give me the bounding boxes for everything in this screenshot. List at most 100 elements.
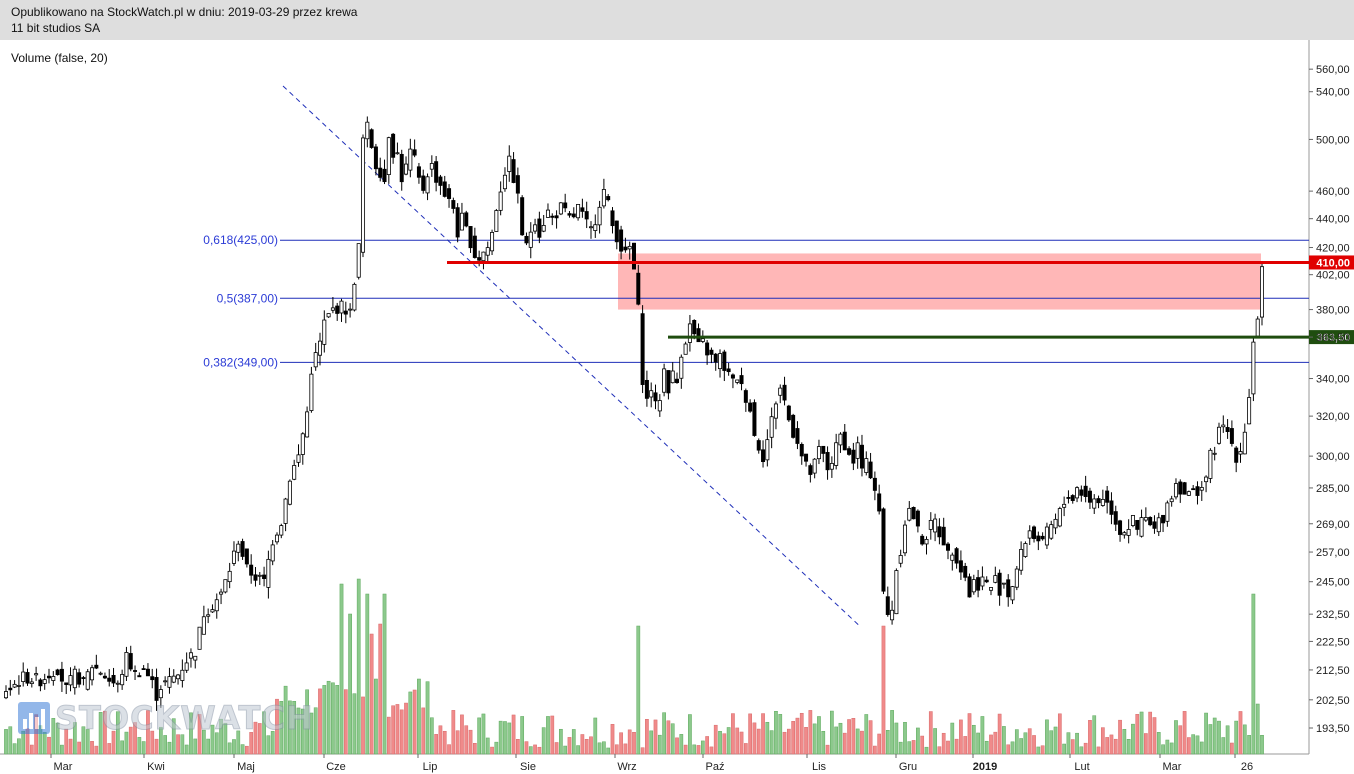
volume-bar: [683, 744, 688, 755]
candle-body: [748, 402, 753, 412]
volume-bar: [1053, 726, 1058, 755]
time-tick-label: Maj: [237, 761, 255, 773]
volume-bar: [481, 713, 486, 755]
volume-bar: [1083, 742, 1088, 755]
candle-body: [623, 246, 628, 251]
bar-chart-icon: [18, 702, 50, 734]
candle-body: [1148, 517, 1153, 526]
candle-body: [85, 671, 90, 690]
volume-bar: [498, 720, 503, 755]
volume-bar: [696, 745, 701, 755]
volume-bar: [180, 734, 185, 755]
candle-body: [335, 305, 340, 314]
volume-bar: [692, 744, 697, 755]
candle-body: [675, 378, 680, 384]
price-tick-label: 212,50: [1316, 665, 1350, 677]
volume-bar: [249, 732, 254, 755]
candle-body: [214, 599, 219, 612]
volume-bar: [1148, 711, 1153, 755]
volume-bar: [339, 583, 344, 755]
volume-bar: [1195, 735, 1200, 755]
volume-bar: [1019, 738, 1023, 755]
candle-body: [141, 668, 146, 671]
candle-body: [1006, 579, 1011, 598]
volume-bar: [399, 709, 404, 755]
volume-bar: [386, 716, 391, 755]
volume-bar: [313, 707, 318, 755]
volume-bar: [1032, 735, 1036, 755]
volume-bar: [1187, 737, 1191, 755]
candle-body: [606, 196, 611, 201]
volume-bar: [1118, 719, 1122, 755]
volume-bar: [524, 741, 529, 755]
candle-body: [1044, 526, 1049, 546]
candle-body: [541, 225, 546, 232]
volume-bar: [950, 722, 955, 755]
candle-body: [679, 356, 684, 379]
candle-body: [700, 338, 705, 342]
volume-bar: [343, 689, 348, 755]
volume-bar: [210, 724, 215, 755]
candle-body: [1216, 426, 1221, 444]
volume-bar: [1075, 732, 1079, 755]
volume-bar: [202, 729, 206, 755]
volume-bar: [1109, 734, 1114, 755]
candle-body: [571, 213, 576, 218]
volume-bar: [288, 700, 292, 755]
candle-body: [558, 202, 563, 215]
volume-bar: [1255, 703, 1260, 755]
candle-body: [274, 534, 279, 543]
candle-body: [1040, 535, 1045, 540]
volume-bar: [666, 720, 671, 755]
volume-bar: [1221, 737, 1226, 755]
candle-body: [855, 442, 860, 459]
volume-bar: [296, 707, 301, 755]
candle-body: [1169, 498, 1174, 503]
volume-bar: [262, 711, 266, 755]
volume-bar: [447, 744, 451, 755]
candle-body: [859, 444, 864, 469]
volume-bar: [851, 718, 856, 755]
volume-bar: [197, 714, 202, 755]
volume-bar: [533, 744, 537, 755]
candle-body: [421, 175, 426, 191]
time-tick-label: 2019: [973, 761, 997, 773]
volume-bar: [365, 593, 370, 755]
candle-body: [90, 667, 95, 681]
volume-bar: [765, 721, 770, 755]
time-tick-label: Cze: [326, 761, 346, 773]
candle-body: [94, 664, 99, 669]
volume-bar: [81, 726, 86, 755]
volume-bar: [1225, 725, 1230, 755]
fib-level-label: 0,5(387,00): [217, 291, 278, 305]
candle-body: [253, 574, 258, 581]
volume-bar: [980, 716, 985, 755]
price-tick-label: 402,00: [1316, 270, 1350, 282]
logo-text: STOCKWATCH: [55, 699, 314, 738]
candle-body: [1161, 514, 1166, 524]
candle-body: [950, 554, 955, 561]
volume-bar: [640, 747, 645, 755]
volume-bar: [907, 741, 912, 755]
candle-body: [365, 121, 370, 140]
candle-body: [124, 652, 129, 677]
candle-body: [773, 403, 778, 419]
candle-body: [756, 440, 761, 451]
volume-bar: [516, 739, 520, 755]
volume-bar: [154, 738, 159, 755]
volume-bar: [133, 722, 137, 755]
candle-body: [412, 149, 417, 156]
volume-bar: [47, 736, 51, 755]
volume-bar: [348, 613, 352, 755]
volume-bar: [761, 713, 765, 755]
volume-bar: [541, 727, 546, 755]
volume-bar: [8, 726, 13, 755]
volume-bar: [903, 722, 907, 755]
candle-body: [692, 320, 697, 335]
candle-body: [816, 446, 821, 460]
candle-body: [111, 675, 116, 684]
volume-bar: [748, 713, 752, 755]
volume-bar: [1242, 724, 1247, 755]
volume-bar: [1156, 732, 1161, 755]
